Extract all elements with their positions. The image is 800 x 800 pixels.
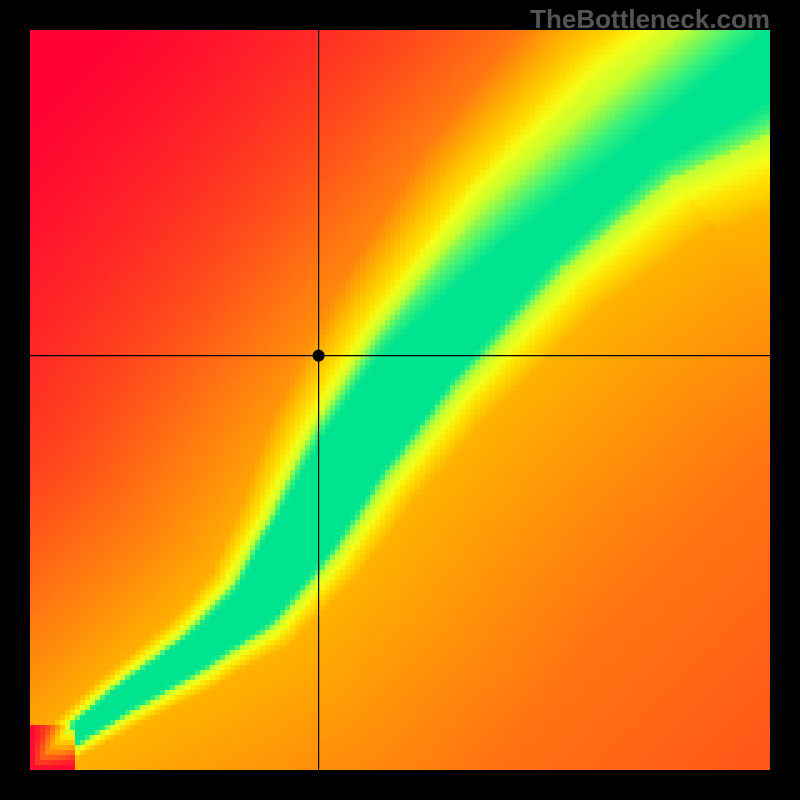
bottleneck-heatmap	[30, 30, 770, 770]
chart-container: TheBottleneck.com	[0, 0, 800, 800]
watermark-text: TheBottleneck.com	[530, 4, 770, 35]
